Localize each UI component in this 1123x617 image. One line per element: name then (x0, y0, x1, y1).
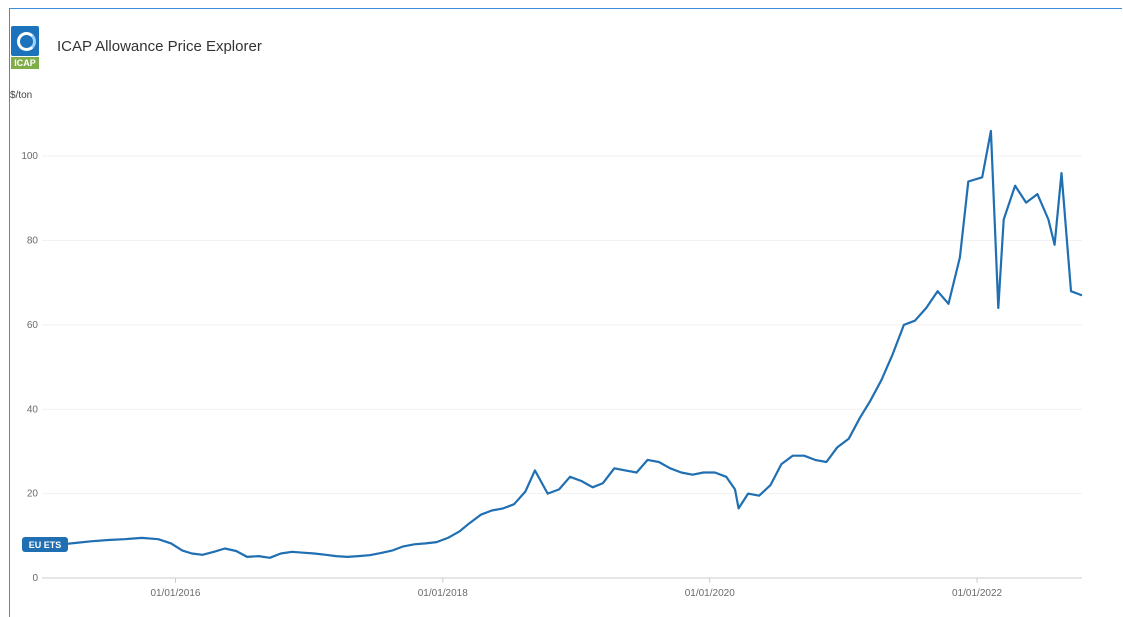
y-tick-label: 20 (27, 489, 39, 500)
grid-lines (42, 155, 1082, 579)
y-axis-label: $/ton (10, 90, 32, 101)
page-title: ICAP Allowance Price Explorer (57, 38, 262, 55)
x-tick-label: 01/01/2020 (685, 588, 735, 599)
logo-globe-icon (11, 26, 39, 56)
series-tag-label: EU ETS (29, 540, 62, 550)
series-line[interactable] (41, 129, 1083, 559)
y-tick-label: 40 (27, 404, 39, 415)
x-tick-label: 01/01/2016 (150, 588, 200, 599)
series-tag-box (22, 536, 68, 552)
x-tick-label: 01/01/2018 (418, 588, 468, 599)
y-axis-ticks: 0 20 40 60 80 100 (21, 151, 38, 584)
y-tick-label: 0 (32, 573, 38, 584)
y-tick-label: 80 (27, 236, 39, 247)
logo-text: ICAP (11, 57, 39, 69)
series-layer (41, 129, 1083, 559)
x-tick-label: 01/01/2022 (952, 588, 1002, 599)
y-tick-label: 100 (21, 151, 38, 162)
y-tick-label: 60 (27, 320, 39, 331)
series-tag[interactable]: EU ETS (22, 536, 68, 552)
x-axis-ticks: 01/01/2016 01/01/2018 01/01/2020 01/01/2022 (150, 578, 1003, 599)
chart-frame (9, 8, 1122, 617)
icap-logo: ICAP (11, 26, 39, 70)
